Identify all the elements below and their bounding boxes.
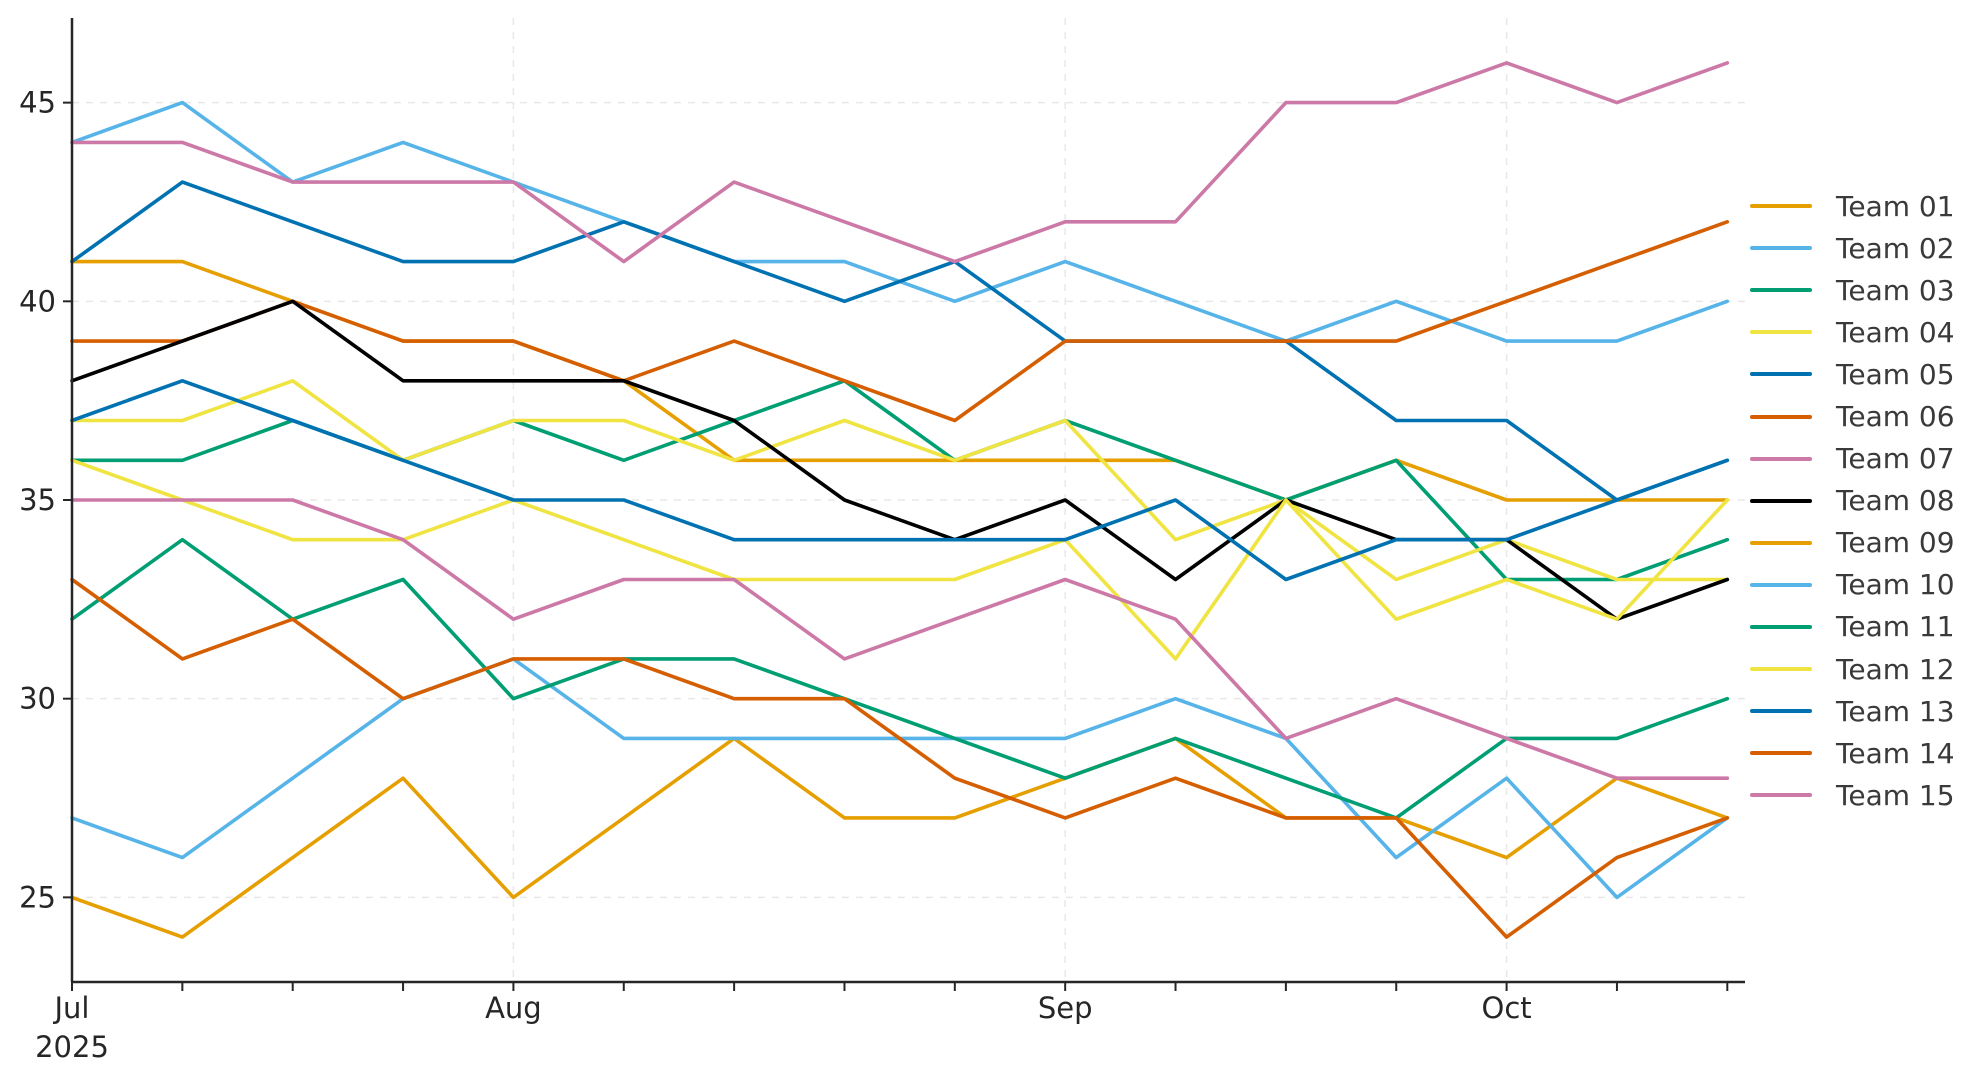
legend-swatch <box>1750 330 1812 335</box>
series-line <box>70 458 1730 661</box>
series-line <box>70 537 1730 820</box>
legend-item-team-09: Team 09 <box>1742 522 1955 564</box>
series-line <box>70 61 1730 264</box>
legend-item-team-03: Team 03 <box>1742 269 1955 311</box>
series-line <box>70 378 1730 582</box>
x-tick-year-label: 2025 <box>35 1030 109 1064</box>
legend-label: Team 13 <box>1836 694 1955 728</box>
legend-swatch <box>1750 624 1812 629</box>
legend-item-team-06: Team 06 <box>1742 395 1955 437</box>
legend-swatch <box>1750 414 1812 419</box>
legend-label: Team 14 <box>1836 736 1955 770</box>
x-tick-label: Jul <box>53 991 90 1025</box>
legend-swatch <box>1750 709 1812 714</box>
legend-swatch <box>1750 372 1812 377</box>
series-line <box>70 657 1730 900</box>
legend-label: Team 01 <box>1836 189 1955 223</box>
x-tick-label: Sep <box>1038 991 1093 1025</box>
series-line <box>70 736 1730 939</box>
legend-label: Team 15 <box>1836 778 1955 812</box>
legend-swatch <box>1750 246 1812 251</box>
legend-swatch <box>1750 498 1812 503</box>
series-line <box>70 100 1730 343</box>
legend-item-team-05: Team 05 <box>1742 353 1955 395</box>
legend-label: Team 12 <box>1836 652 1955 686</box>
legend-swatch <box>1750 540 1812 545</box>
legend-label: Team 02 <box>1836 231 1955 265</box>
y-tick-label: 40 <box>19 284 56 318</box>
legend-swatch <box>1750 204 1812 209</box>
legend-item-team-13: Team 13 <box>1742 690 1955 732</box>
legend-label: Team 07 <box>1836 442 1955 476</box>
legend-swatch <box>1750 793 1812 798</box>
legend-item-team-14: Team 14 <box>1742 732 1955 774</box>
y-tick-label: 25 <box>19 880 56 914</box>
series-line <box>70 577 1730 939</box>
legend-label: Team 06 <box>1836 400 1955 434</box>
series-line <box>70 498 1730 781</box>
legend-item-team-10: Team 10 <box>1742 564 1955 606</box>
series-line <box>70 378 1730 582</box>
legend-label: Team 11 <box>1836 610 1955 644</box>
series-line <box>70 220 1730 423</box>
legend-label: Team 08 <box>1836 484 1955 518</box>
x-tick-label: Aug <box>485 991 542 1025</box>
legend-item-team-08: Team 08 <box>1742 480 1955 522</box>
legend-item-team-02: Team 02 <box>1742 227 1955 269</box>
legend-label: Team 05 <box>1836 357 1955 391</box>
legend-swatch <box>1750 288 1812 293</box>
legend-item-team-12: Team 12 <box>1742 648 1955 690</box>
legend-label: Team 03 <box>1836 273 1955 307</box>
legend-item-team-15: Team 15 <box>1742 774 1955 816</box>
legend-item-team-07: Team 07 <box>1742 438 1955 480</box>
x-tick-label: Oct <box>1482 991 1532 1025</box>
legend-swatch <box>1750 582 1812 587</box>
legend-item-team-11: Team 11 <box>1742 606 1955 648</box>
legend: Team 01 Team 02 Team 03 Team 04 Team 05 Team … <box>1742 185 1955 816</box>
y-tick-label: 45 <box>19 86 56 120</box>
legend-label: Team 09 <box>1836 526 1955 560</box>
series-line <box>70 259 1730 502</box>
legend-label: Team 04 <box>1836 315 1955 349</box>
legend-item-team-01: Team 01 <box>1742 185 1955 227</box>
y-tick-label: 30 <box>19 682 56 716</box>
legend-swatch <box>1750 667 1812 672</box>
legend-swatch <box>1750 751 1812 756</box>
legend-swatch <box>1750 456 1812 461</box>
legend-item-team-04: Team 04 <box>1742 311 1955 353</box>
y-tick-label: 35 <box>19 483 56 517</box>
legend-label: Team 10 <box>1836 568 1955 602</box>
series-line <box>70 180 1730 502</box>
